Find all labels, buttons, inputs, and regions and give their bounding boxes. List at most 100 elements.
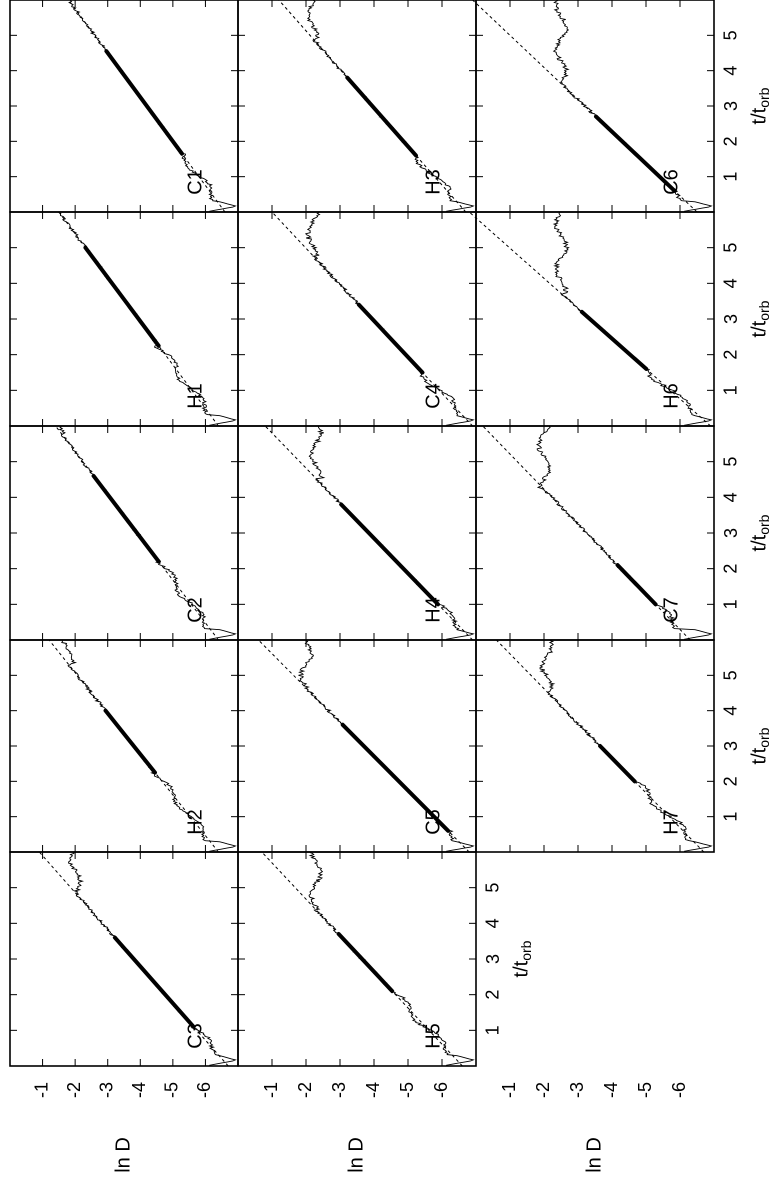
fit-range-highlight bbox=[340, 722, 451, 833]
t-tick-label: 2 bbox=[721, 350, 741, 360]
x-axis-label-subscript: orb bbox=[756, 300, 770, 320]
x-axis-label-subscript: orb bbox=[756, 87, 770, 107]
t-tick-label: 2 bbox=[721, 776, 741, 786]
panel-H6: H6 bbox=[468, 211, 715, 427]
panel-label: C3 bbox=[184, 1023, 206, 1049]
lnd-tick-label: -5 bbox=[397, 1082, 417, 1098]
panels-group: C1 H1 C2 H2 C3 H3 C4 H4 C5 H5 C6 H6 C7 H7 bbox=[9, 0, 715, 1067]
panel-C2: C2 bbox=[9, 425, 239, 641]
panel-label: C2 bbox=[184, 597, 206, 623]
data-curve bbox=[68, 852, 237, 1066]
fit-range-highlight bbox=[103, 708, 157, 775]
lnd-tick-label: -4 bbox=[601, 1082, 621, 1098]
x-axis-label: t/torb bbox=[748, 514, 770, 551]
t-tick-label: 5 bbox=[721, 243, 741, 253]
t-tick-label: 4 bbox=[483, 918, 503, 928]
x-axis-label-subscript: orb bbox=[756, 727, 770, 747]
fit-line bbox=[482, 425, 691, 641]
x-axis-label-subscript: orb bbox=[756, 514, 770, 534]
panel-label: C5 bbox=[422, 809, 444, 835]
panel-H1: H1 bbox=[9, 211, 239, 427]
data-curve bbox=[306, 0, 475, 212]
panel-label: H7 bbox=[660, 809, 682, 835]
x-axis-label: t/torb bbox=[510, 940, 533, 977]
fit-range-highlight bbox=[356, 302, 425, 375]
lnd-tick-label: -2 bbox=[64, 1082, 84, 1098]
panel-H7: H7 bbox=[475, 639, 715, 853]
y-axis-label: ln D bbox=[583, 1137, 605, 1173]
panel-C6: C6 bbox=[472, 0, 715, 213]
t-tick-label: 4 bbox=[721, 278, 741, 288]
lnd-tick-label: -3 bbox=[96, 1082, 116, 1098]
t-tick-label: 4 bbox=[721, 492, 741, 502]
data-curve bbox=[305, 212, 475, 426]
lnd-tick-label: -1 bbox=[31, 1082, 51, 1098]
x-axis-label-subscript: orb bbox=[518, 940, 534, 960]
t-tick-label: 1 bbox=[721, 385, 741, 395]
lnd-tick-label: -3 bbox=[567, 1082, 587, 1098]
t-tick-label: 3 bbox=[721, 741, 741, 751]
fit-range-highlight bbox=[345, 75, 418, 158]
panel-label: H4 bbox=[422, 597, 444, 623]
panel-C4: C4 bbox=[237, 211, 477, 427]
fit-range-highlight bbox=[594, 114, 677, 193]
data-curve bbox=[58, 211, 237, 426]
data-curve bbox=[308, 851, 475, 1066]
t-tick-label: 5 bbox=[483, 883, 503, 893]
panel-label: H1 bbox=[184, 383, 206, 409]
panel-C5: C5 bbox=[237, 639, 477, 853]
data-curve bbox=[552, 212, 713, 426]
fit-range-highlight bbox=[615, 563, 658, 607]
fit-range-highlight bbox=[336, 932, 395, 994]
panel-label: H3 bbox=[422, 169, 444, 195]
x-axis-label: t/torb bbox=[748, 87, 770, 124]
fit-range-highlight bbox=[579, 309, 649, 371]
panel-label: H5 bbox=[422, 1023, 444, 1049]
lnd-tick-label: -1 bbox=[261, 1082, 281, 1098]
t-tick-label: 1 bbox=[721, 172, 741, 182]
lnd-tick-label: -4 bbox=[363, 1082, 383, 1098]
data-curve bbox=[552, 0, 713, 212]
data-curve bbox=[539, 639, 713, 852]
t-tick-label: 1 bbox=[721, 599, 741, 609]
t-tick-label: 2 bbox=[721, 564, 741, 574]
fit-line bbox=[496, 639, 705, 853]
panel-label: C6 bbox=[660, 169, 682, 195]
panel-label: H2 bbox=[184, 809, 206, 835]
t-tick-label: 5 bbox=[721, 30, 741, 40]
x-axis-label: t/torb bbox=[748, 300, 770, 337]
panel-H4: H4 bbox=[237, 425, 477, 641]
data-curve bbox=[68, 0, 237, 212]
data-curve bbox=[58, 426, 237, 640]
t-tick-label: 4 bbox=[721, 66, 741, 76]
panel-H3: H3 bbox=[237, 0, 477, 213]
fit-line bbox=[278, 0, 467, 213]
t-tick-label: 5 bbox=[721, 670, 741, 680]
panel-label: C4 bbox=[422, 383, 444, 409]
lnd-tick-label: -6 bbox=[669, 1082, 689, 1098]
fit-range-highlight bbox=[112, 935, 196, 1029]
data-curve bbox=[61, 640, 237, 852]
panel-C7: C7 bbox=[475, 425, 715, 641]
t-tick-label: 3 bbox=[721, 314, 741, 324]
data-curve bbox=[298, 640, 475, 852]
t-tick-label: 2 bbox=[483, 990, 503, 1000]
panel-H5: H5 bbox=[237, 851, 477, 1067]
panel-label: H6 bbox=[660, 383, 682, 409]
t-tick-label: 5 bbox=[721, 457, 741, 467]
t-tick-label: 1 bbox=[721, 812, 741, 822]
t-tick-label: 3 bbox=[721, 101, 741, 111]
lnd-tick-label: -1 bbox=[499, 1082, 519, 1098]
y-axis-label: ln D bbox=[345, 1137, 367, 1173]
t-tick-label: 2 bbox=[721, 136, 741, 146]
t-tick-label: 3 bbox=[721, 528, 741, 538]
fit-range-highlight bbox=[339, 502, 441, 607]
fit-range-highlight bbox=[598, 744, 637, 784]
t-tick-label: 3 bbox=[483, 954, 503, 964]
fit-range-highlight bbox=[104, 49, 184, 156]
fit-range-highlight bbox=[91, 473, 161, 564]
data-curve bbox=[308, 426, 475, 640]
panel-C1: C1 bbox=[9, 0, 239, 213]
t-tick-label: 4 bbox=[721, 706, 741, 716]
